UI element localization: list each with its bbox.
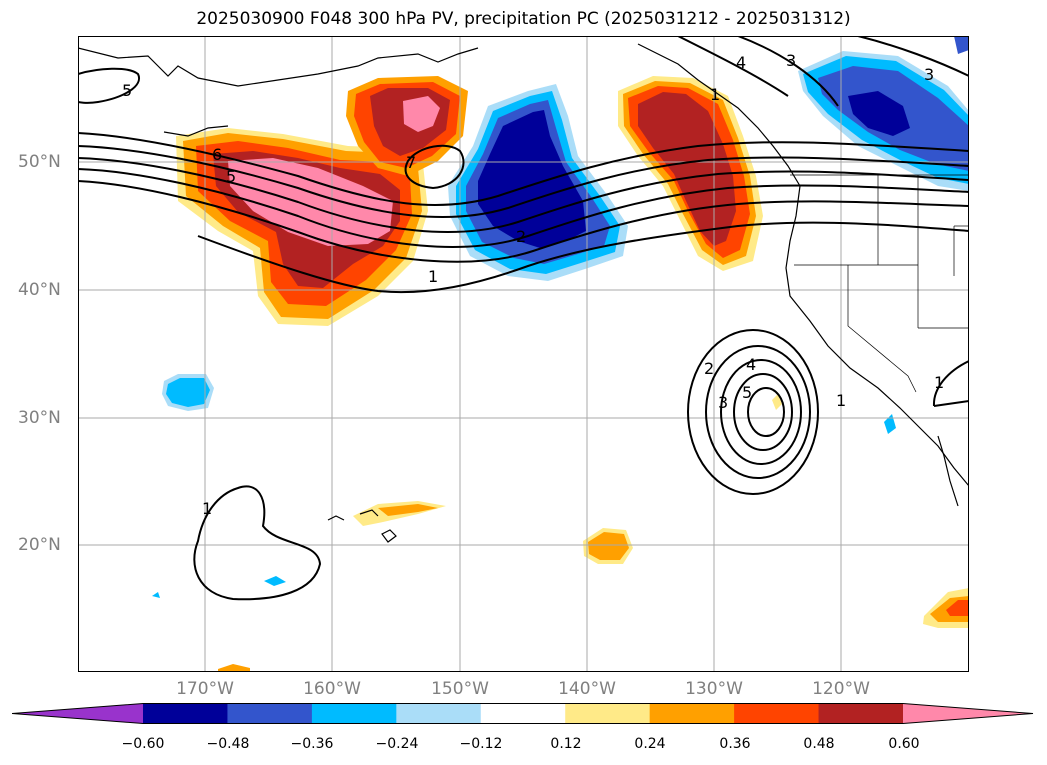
contour-label: 1 — [934, 373, 944, 392]
coastlines — [78, 43, 969, 543]
contour-label: 7 — [406, 153, 416, 172]
colorbar-cell — [734, 703, 820, 724]
contour-label: 5 — [122, 81, 132, 100]
colorbar-cell — [649, 703, 735, 724]
colorbar-cell — [818, 703, 904, 724]
colorbar-tick-label: 0.24 — [634, 736, 666, 752]
contour-label: 4 — [746, 355, 756, 374]
colorbar-extend-low — [12, 703, 143, 724]
state-borders — [790, 174, 969, 393]
colorbar-cell — [396, 703, 482, 724]
lon-label-150w: 150°W — [431, 679, 489, 699]
colorbar-tick-label: −0.36 — [290, 736, 334, 752]
lat-label-40n: 40°N — [18, 280, 61, 300]
colorbar-cell — [143, 703, 228, 724]
colorbar-tick-label: −0.12 — [459, 736, 503, 752]
colorbar-tick-label: −0.48 — [206, 736, 250, 752]
contour-label: 3 — [718, 393, 728, 412]
colorbar-tick-label: −0.60 — [121, 736, 165, 752]
contour-label: 4 — [736, 53, 746, 72]
colorbar-cell — [565, 703, 651, 724]
colorbar-tick-label: −0.24 — [375, 736, 419, 752]
colorbar-cell — [480, 703, 566, 724]
pv-contours — [78, 36, 969, 601]
positive-anomaly-west — [176, 128, 428, 326]
contour-label: 1 — [428, 267, 438, 286]
lon-label-130w: 130°W — [685, 679, 743, 699]
colorbar-cells — [12, 703, 1033, 724]
colorbar-extend-high — [903, 703, 1033, 724]
small-anomaly-features — [152, 374, 969, 672]
contour-label: 1 — [836, 391, 846, 410]
contour-label: 6 — [212, 145, 222, 164]
positive-anomaly-north — [346, 76, 468, 176]
lon-label-120w: 120°W — [812, 679, 870, 699]
contour-label: 5 — [226, 167, 236, 186]
lon-label-170w: 170°W — [176, 679, 234, 699]
colorbar-tick-label: 0.36 — [719, 736, 751, 752]
colorbar — [12, 703, 1034, 724]
colorbar-tick-label: 0.12 — [550, 736, 582, 752]
colorbar-tick-label: 0.60 — [888, 736, 920, 752]
map-plot-area: 5 6 5 7 2 1 4 3 3 1 2 3 4 5 1 1 1 — [78, 36, 969, 672]
contour-label: 5 — [742, 383, 752, 402]
negative-anomaly-northeast — [798, 36, 969, 191]
contour-label: 1 — [710, 85, 720, 104]
contour-label: 3 — [786, 51, 796, 70]
colorbar-tick-label: 0.48 — [803, 736, 835, 752]
lon-label-160w: 160°W — [303, 679, 361, 699]
contour-labels: 5 6 5 7 2 1 4 3 3 1 2 3 4 5 1 1 1 — [122, 51, 944, 518]
map-title: 2025030900 F048 300 hPa PV, precipitatio… — [196, 9, 851, 29]
colorbar-cell — [227, 703, 313, 724]
contour-label: 1 — [202, 499, 212, 518]
contour-label: 2 — [516, 227, 526, 246]
lat-label-50n: 50°N — [18, 152, 61, 172]
positive-anomaly-coast — [618, 76, 763, 271]
lat-label-30n: 30°N — [18, 408, 61, 428]
contour-label: 3 — [924, 65, 934, 84]
lon-label-140w: 140°W — [558, 679, 616, 699]
contour-label: 2 — [704, 359, 714, 378]
lat-label-20n: 20°N — [18, 535, 61, 555]
colorbar-cell — [311, 703, 397, 724]
lat-lon-gridlines — [78, 36, 969, 672]
